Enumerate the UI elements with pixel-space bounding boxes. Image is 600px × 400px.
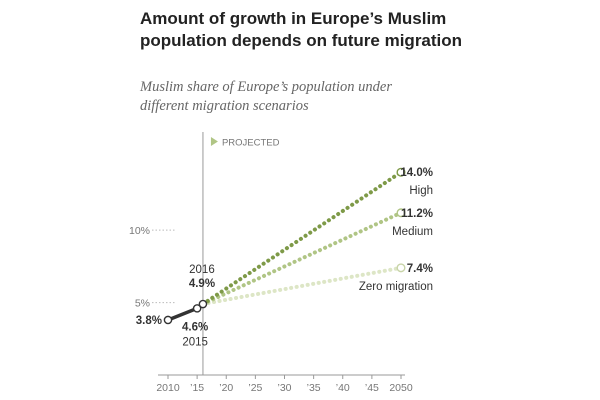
projected-arrow-icon [210, 137, 218, 146]
x-tick-label: ’15 [190, 382, 204, 394]
x-tick-label: ’25 [248, 382, 262, 394]
historical-point-marker [198, 299, 208, 309]
series-line-high [200, 170, 403, 307]
chart-title: Amount of growth in Europe’s Muslim popu… [140, 9, 463, 50]
x-tick-label: ’30 [277, 382, 291, 394]
series-end-marker [396, 167, 406, 177]
series-end-value-label: 7.4% [407, 263, 433, 275]
chart-subtitle: Muslim share of Europe’s population unde… [140, 79, 393, 114]
series-line-zero-migration [200, 265, 403, 307]
historical-year-label: 2016 [189, 264, 215, 276]
series-end-marker [396, 208, 406, 218]
historical-value-label: 4.6% [182, 321, 208, 333]
projected-label: PROJECTED [222, 138, 280, 149]
x-tick-label: ’35 [307, 382, 321, 394]
x-tick-label: ’20 [219, 382, 233, 394]
historical-value-label: 3.8% [136, 315, 162, 327]
historical-value-label: 4.9% [189, 278, 215, 290]
x-tick-label: 2050 [389, 382, 413, 394]
series-end-marker [396, 263, 406, 273]
series-name-label: Zero migration [359, 281, 433, 293]
series-end-value-label: 11.2% [401, 208, 433, 220]
historical-year-label: 2015 [182, 336, 208, 348]
series-end-value-label: 14.0% [400, 167, 433, 179]
historical-point-marker [163, 315, 173, 325]
y-tick-label: 10% [129, 225, 150, 237]
x-tick-label: ’40 [336, 382, 350, 394]
x-tick-label: ’45 [365, 382, 379, 394]
y-tick-label: 5% [135, 298, 150, 310]
x-tick-label: 2010 [156, 382, 180, 394]
historical-point-marker [192, 304, 202, 313]
series-name-label: Medium [392, 226, 433, 238]
series-name-label: High [409, 185, 433, 197]
